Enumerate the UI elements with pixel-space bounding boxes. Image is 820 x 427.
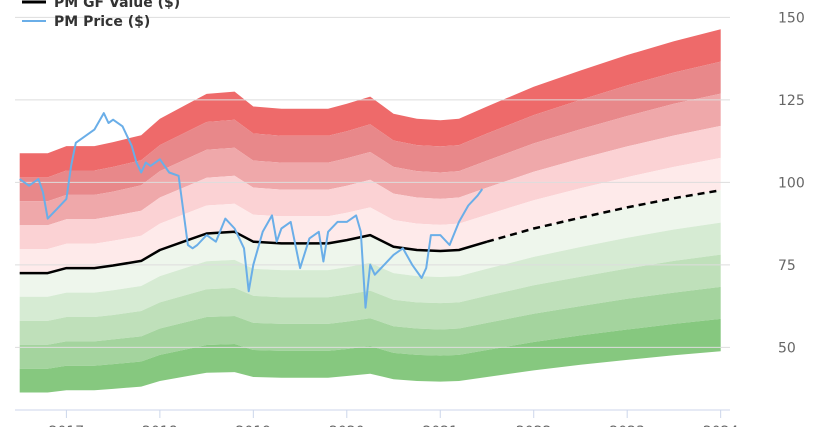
legend-label-price: PM Price ($) [54, 14, 150, 30]
series-lines [19, 112, 721, 309]
value-band-4 [19, 125, 721, 249]
y-tick-label-125: 125 [778, 93, 805, 109]
y-tick-label-75: 75 [778, 258, 796, 274]
legend: PM GF Value ($) PM Price ($) [22, 0, 180, 30]
y-tick-label-100: 100 [778, 175, 805, 191]
horizontal-gridlines [15, 16, 730, 348]
y-tick-label-50: 50 [778, 340, 796, 356]
x-tick-label-2023: 2023 [609, 424, 645, 427]
x-tick-label-2018: 2018 [142, 424, 178, 427]
gf-value-projection-line [486, 189, 721, 243]
y-tick-label-150: 150 [778, 10, 805, 26]
value-band-9 [19, 286, 721, 369]
price-line [19, 112, 484, 309]
value-band-1 [19, 29, 721, 178]
x-tick-label-2020: 2020 [329, 424, 365, 427]
value-band-8 [19, 254, 721, 345]
x-tick-label-2024: 2024 [703, 424, 739, 427]
gf-value-line [19, 230, 488, 275]
value-band-3 [19, 93, 721, 226]
value-band-5 [19, 157, 721, 274]
legend-label-gf-value: PM GF Value ($) [54, 0, 180, 11]
value-band-6 [19, 190, 721, 297]
value-band-10 [19, 318, 721, 393]
x-tick-label-2017: 2017 [49, 424, 85, 427]
x-tick-label-2022: 2022 [516, 424, 552, 427]
axes: 50 75 100 125 150 2017 2018 2019 2020 2021 2022 202… [15, 10, 805, 427]
value-band-2 [19, 61, 721, 202]
x-tick-label-2019: 2019 [236, 424, 272, 427]
x-tick-label-2021: 2021 [422, 424, 458, 427]
